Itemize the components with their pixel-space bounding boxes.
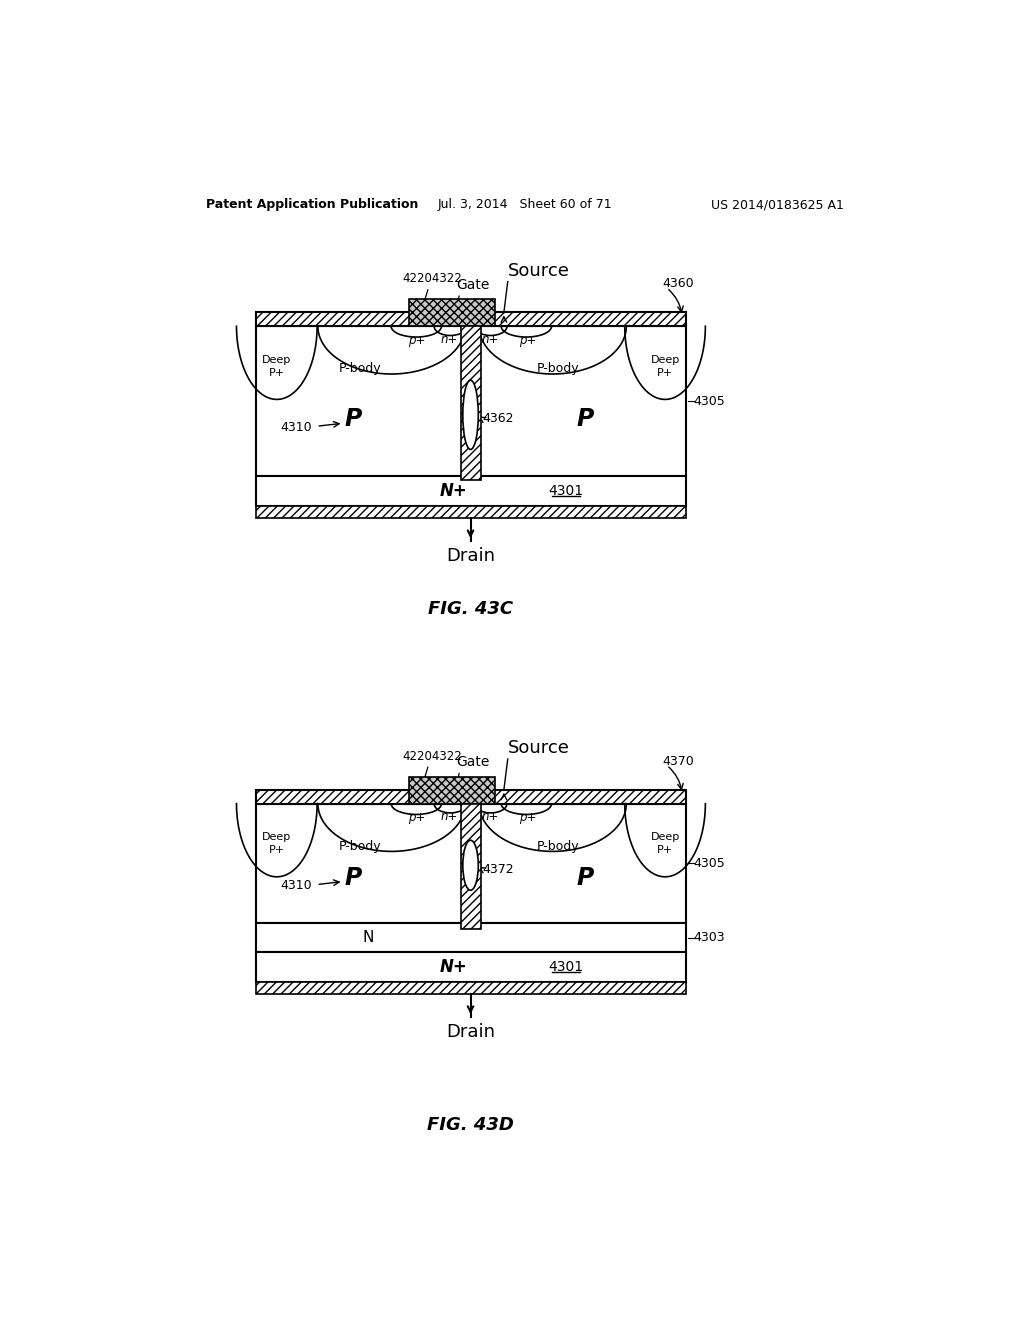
Text: US 2014/0183625 A1: US 2014/0183625 A1: [712, 198, 844, 211]
Bar: [461, 326, 480, 480]
Bar: [256, 952, 686, 982]
Text: p+: p+: [408, 334, 425, 347]
Text: P-body: P-body: [339, 362, 382, 375]
Text: n+: n+: [482, 810, 500, 824]
Bar: [256, 477, 686, 506]
Text: Source: Source: [508, 739, 569, 758]
Text: Source: Source: [508, 263, 569, 280]
Text: 4362: 4362: [482, 412, 514, 425]
Text: P-body: P-body: [537, 362, 580, 375]
Text: Gate: Gate: [456, 755, 489, 770]
Text: 4360: 4360: [663, 277, 694, 290]
Bar: [410, 300, 495, 326]
Text: n+: n+: [482, 333, 500, 346]
Text: Deep
P+: Deep P+: [262, 355, 292, 378]
Text: 4303: 4303: [693, 931, 725, 944]
Text: 42204322: 42204322: [402, 272, 463, 285]
Text: P: P: [344, 866, 361, 890]
Text: n+: n+: [440, 810, 458, 824]
Text: Deep
P+: Deep P+: [650, 355, 680, 378]
Ellipse shape: [463, 841, 478, 890]
Bar: [256, 982, 686, 994]
Bar: [461, 804, 480, 929]
Text: N: N: [362, 931, 374, 945]
Text: Drain: Drain: [446, 1023, 495, 1041]
Text: Gate: Gate: [456, 277, 489, 292]
Text: Patent Application Publication: Patent Application Publication: [206, 198, 418, 211]
Ellipse shape: [463, 380, 478, 449]
Text: 4310: 4310: [280, 879, 311, 892]
Text: Deep
P+: Deep P+: [262, 833, 292, 855]
Text: 4305: 4305: [693, 857, 725, 870]
Text: 4370: 4370: [663, 755, 694, 768]
Text: N+: N+: [439, 958, 467, 975]
Bar: [256, 506, 686, 517]
Text: 4305: 4305: [693, 395, 725, 408]
Bar: [256, 313, 686, 326]
Bar: [256, 923, 686, 952]
Text: Deep
P+: Deep P+: [650, 833, 680, 855]
Text: 4372: 4372: [482, 862, 514, 875]
Text: 4301: 4301: [548, 960, 584, 974]
Text: P: P: [577, 866, 594, 890]
Bar: [410, 776, 495, 804]
Text: Jul. 3, 2014   Sheet 60 of 71: Jul. 3, 2014 Sheet 60 of 71: [437, 198, 612, 211]
Text: P: P: [344, 408, 361, 432]
Text: P-body: P-body: [339, 840, 382, 853]
Text: 4310: 4310: [280, 421, 311, 433]
Text: p+: p+: [519, 810, 537, 824]
Text: 4301: 4301: [548, 484, 584, 498]
Bar: [256, 804, 686, 923]
Text: P-body: P-body: [537, 840, 580, 853]
Text: FIG. 43D: FIG. 43D: [427, 1115, 514, 1134]
Text: p+: p+: [519, 334, 537, 347]
Bar: [256, 326, 686, 477]
Bar: [256, 789, 686, 804]
Text: N+: N+: [439, 482, 467, 500]
Text: FIG. 43C: FIG. 43C: [428, 599, 513, 618]
Text: Drain: Drain: [446, 548, 495, 565]
Text: P: P: [577, 408, 594, 432]
Text: 42204322: 42204322: [402, 750, 463, 763]
Text: n+: n+: [440, 333, 458, 346]
Text: p+: p+: [408, 810, 425, 824]
